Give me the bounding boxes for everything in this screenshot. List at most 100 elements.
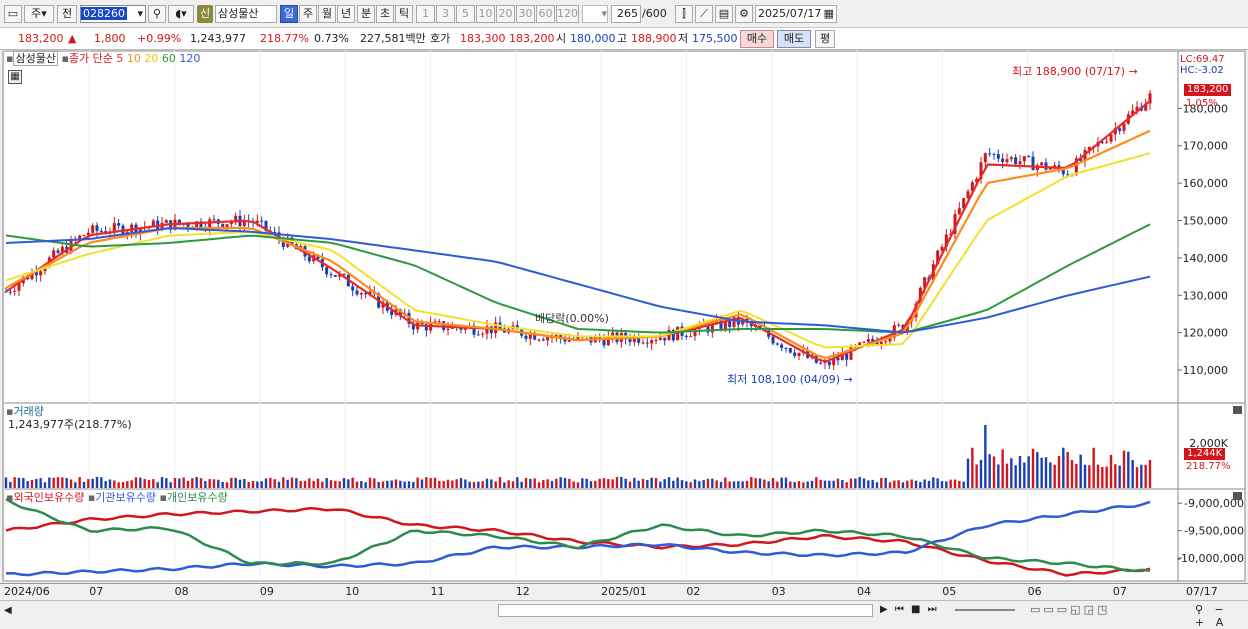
volume-current-pct: 218.77% [1186, 461, 1231, 472]
stock-chart[interactable]: 110,000 120,000 130,000 140,000 150,000 160,0… [0, 50, 1248, 583]
period-tab-week[interactable]: 주 [299, 5, 317, 23]
candle-body [970, 182, 974, 192]
date-input[interactable]: 2025/07/17 ▦ [755, 5, 837, 23]
volume-bar [542, 480, 545, 488]
save-icon[interactable]: ▤ [715, 5, 733, 23]
candle-icon[interactable]: ⫿ [675, 5, 693, 23]
candle-body [1113, 128, 1117, 135]
max-label-text: 최고 188,900 (07/17) [1012, 65, 1126, 78]
scroll-thumb[interactable] [498, 604, 873, 617]
volume-bar [507, 480, 510, 488]
volume-bar [61, 477, 64, 488]
volume-bar [797, 481, 801, 488]
volume-bar [555, 478, 558, 488]
volume-bar [867, 480, 870, 488]
scroll-left-icon[interactable]: ◀ [4, 605, 12, 616]
volume-bar [533, 478, 536, 488]
volume-bar [958, 481, 961, 488]
stock-code-input[interactable]: 028260 ▾ [80, 5, 146, 23]
interval-10[interactable]: 10 [476, 5, 495, 23]
calendar-icon[interactable]: ▦ [823, 7, 834, 20]
volume-bar [360, 481, 363, 488]
period-tab-tick[interactable]: 틱 [395, 5, 413, 23]
x-tick-label: 10 [345, 585, 360, 598]
candle-body [979, 162, 983, 179]
volume-bar [191, 478, 194, 488]
interval-5[interactable]: 5 [456, 5, 475, 23]
close-icon[interactable] [1233, 492, 1242, 500]
interval-20[interactable]: 20 [496, 5, 515, 23]
interval-3[interactable]: 3 [436, 5, 455, 23]
interval-dropdown[interactable]: ▾ [582, 5, 608, 23]
volume-bar [1101, 467, 1104, 488]
interval-60[interactable]: 60 [536, 5, 555, 23]
count-input[interactable]: 265 [611, 5, 641, 23]
candle-body [1118, 128, 1122, 131]
chevron-down-icon[interactable]: ▾ [137, 7, 143, 20]
legend-ma20: 20 [144, 52, 159, 65]
interval-30[interactable]: 30 [516, 5, 535, 23]
period-tab-minute[interactable]: 분 [357, 5, 375, 23]
volume-bar [1075, 463, 1078, 488]
period-tab-day[interactable]: 일 [280, 5, 298, 23]
quote-bar: 183,200 ▲ 1,800 +0.99% 1,243,977 218.77%… [0, 28, 1248, 50]
volume-bar [338, 481, 341, 488]
gear-icon[interactable]: ⚙ [735, 5, 753, 23]
speaker-icon[interactable]: ◖▾ [168, 5, 194, 23]
legend-square-icon: ▪ [61, 52, 69, 65]
candle-body [333, 274, 337, 277]
interval-120[interactable]: 120 [556, 5, 579, 23]
volume-bar [598, 478, 601, 488]
candle-body [1131, 110, 1135, 115]
close-icon[interactable] [1233, 406, 1242, 414]
candle-body [390, 310, 394, 316]
candle-body [710, 323, 714, 333]
holder-line-2 [5, 498, 1151, 573]
volume-bar [537, 482, 541, 488]
volume-bar [646, 479, 649, 488]
x-tick-label: 2024/06 [4, 585, 50, 598]
volume-bar [572, 481, 575, 488]
volume-bar [1096, 464, 1100, 488]
prev-button[interactable]: 전 [57, 5, 77, 23]
sell-button[interactable]: 매도 [777, 30, 811, 48]
calculator-icon[interactable]: ▦ [8, 70, 22, 84]
period-tab-second[interactable]: 초 [376, 5, 394, 23]
scroll-bar[interactable]: ◀ ▶ ⏮ ■ ⏭ ▭▭▭◱◲◳ ⚲ − + A [0, 600, 1248, 629]
candle-body [554, 334, 558, 338]
candle-body [234, 215, 238, 223]
view-tools-icon[interactable]: ▭▭▭◱◲◳ [1030, 603, 1111, 616]
volume-bar [685, 481, 688, 488]
volume-bar [854, 478, 857, 488]
candle-body [784, 347, 788, 349]
candle-body [260, 220, 264, 222]
zoom-slider[interactable] [955, 609, 1015, 611]
price-tick-label: 180,000 [1183, 102, 1229, 115]
legend-ma-label: 종가 단순 [68, 52, 113, 65]
volume-bar [139, 477, 142, 488]
volume-bar [1083, 464, 1087, 488]
period-tab-year[interactable]: 년 [337, 5, 355, 23]
volume-bar [204, 481, 207, 488]
candle-body [827, 361, 831, 366]
window-menu-icon[interactable]: ▭ [4, 5, 22, 23]
buy-button[interactable]: 매수 [740, 30, 774, 48]
volume-bar [780, 477, 783, 488]
search-icon[interactable]: ⚲ [148, 5, 166, 23]
candle-body [836, 357, 840, 361]
period-tab-month[interactable]: 월 [318, 5, 336, 23]
open-label: 시 [556, 32, 567, 45]
volume-bar [498, 477, 502, 488]
playback-controls[interactable]: ▶ ⏮ ■ ⏭ [880, 604, 939, 615]
volume-bar [615, 477, 619, 488]
volume-bar [160, 477, 164, 488]
candle-body [30, 271, 34, 280]
draw-icon[interactable]: ⟋ [695, 5, 713, 23]
volume-bar [230, 477, 233, 488]
candle-body [663, 337, 667, 341]
candle-body [485, 326, 489, 334]
market-select[interactable]: 주▾ [24, 5, 54, 23]
eval-button[interactable]: 평 [815, 30, 835, 48]
zoom-controls[interactable]: ⚲ − + A [1195, 603, 1228, 629]
interval-1[interactable]: 1 [416, 5, 435, 23]
